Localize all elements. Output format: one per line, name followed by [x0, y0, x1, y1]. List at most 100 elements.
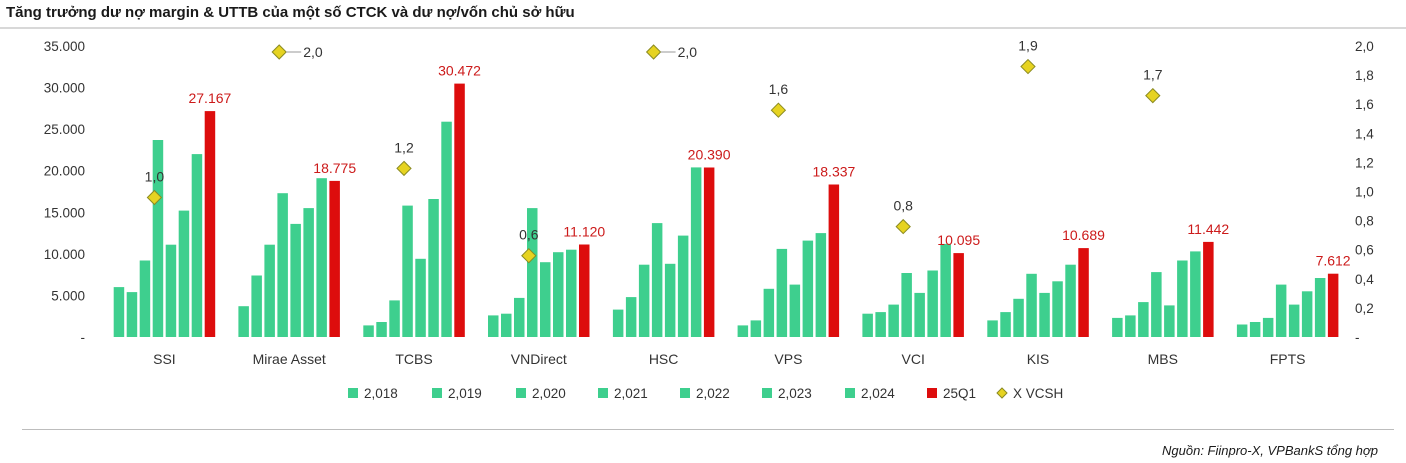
category-label: HSC [649, 351, 679, 367]
bar-2022 [664, 263, 676, 337]
q1-value-label: 18.775 [313, 160, 356, 176]
q1-value-label: 27.167 [188, 90, 231, 106]
q1-value-label: 30.472 [438, 63, 481, 79]
y-right-tick-label: 2,0 [1355, 39, 1374, 54]
title-divider [0, 27, 1406, 29]
bar-2020 [1013, 298, 1024, 337]
bar-2021 [277, 193, 288, 337]
bar-2018 [987, 320, 998, 337]
category-label: TCBS [395, 351, 432, 367]
bar-2023 [428, 199, 439, 337]
bar-2018 [1112, 317, 1123, 337]
bar-2020 [763, 288, 775, 337]
bar-2021 [901, 273, 912, 337]
bar-2023 [802, 240, 814, 337]
y-left-tick-label: 20.000 [44, 164, 85, 179]
bar-2020 [514, 297, 525, 337]
chart-title: Tăng trưởng dư nợ margin & UTTB của một … [6, 4, 575, 21]
bar-2022 [290, 223, 301, 337]
bar-2018 [737, 325, 749, 337]
bar-2018 [612, 309, 624, 337]
bar-2018 [238, 306, 249, 337]
category-label: MBS [1148, 351, 1178, 367]
bar-2019 [251, 275, 262, 337]
y-right-tick-label: 1,8 [1355, 68, 1374, 83]
legend-swatch [348, 388, 358, 398]
bar-2024 [316, 178, 327, 337]
legend-swatch [432, 388, 442, 398]
category-label: SSI [153, 351, 176, 367]
bar-2022 [165, 244, 177, 337]
y-axis-left: - 5.000 10.000 15.000 20.000 25.000 30.000 35.0… [44, 39, 85, 345]
bar-2022 [914, 292, 925, 337]
bar-2019 [1125, 315, 1136, 337]
bar-2019 [376, 322, 387, 337]
ratio-value-label: 2,0 [678, 44, 698, 60]
y-right-tick-label: 1,4 [1355, 126, 1374, 141]
bar-2023 [553, 252, 564, 337]
ratio-value-label: 0,8 [893, 198, 913, 214]
ratio-value-label: 1,0 [145, 169, 165, 185]
legend-label: 2,020 [532, 386, 566, 401]
legend-swatch [680, 388, 690, 398]
bar-25q1 [329, 180, 340, 337]
y-right-tick-label: 0,4 [1355, 272, 1374, 287]
q1-value-label: 11.442 [1187, 221, 1229, 237]
ratio-value-label: 1,7 [1143, 67, 1163, 83]
y-axis-right: - 0,2 0,4 0,6 0,8 1,0 1,2 1,4 1,6 1,8 2,0 [1355, 39, 1374, 345]
bar-2021 [1026, 273, 1037, 337]
bar-2022 [415, 258, 426, 337]
bar-2022 [1164, 305, 1175, 337]
legend-ratio-swatch [996, 387, 1008, 399]
q1-value-label: 18.337 [812, 164, 855, 180]
bar-2022 [540, 262, 551, 337]
bar-2024 [940, 243, 951, 337]
q1-value-label: 20.390 [688, 147, 731, 163]
bar-25q1 [703, 167, 715, 337]
bar-2019 [126, 292, 138, 337]
ratio-value-label: 2,0 [303, 44, 323, 60]
source-note: Nguồn: Fiinpro-X, VPBankS tổng hợp [1162, 443, 1378, 458]
ratio-marker [770, 102, 787, 118]
legend-swatch [845, 388, 855, 398]
bar-2024 [441, 121, 452, 337]
legend-label: 2,022 [696, 386, 730, 401]
bar-25q1 [828, 184, 840, 337]
bar-2024 [1314, 278, 1326, 337]
ratio-marker [895, 218, 911, 235]
y-left-tick-label: 30.000 [44, 81, 85, 96]
bar-2019 [625, 297, 637, 337]
y-left-tick-label: 10.000 [44, 247, 85, 262]
legend-swatch [762, 388, 772, 398]
bar-2020 [264, 244, 275, 337]
y-left-tick-label: 25.000 [44, 122, 85, 137]
bar-2021 [152, 140, 164, 337]
q1-value-label: 11.120 [563, 224, 605, 240]
ratio-marker [146, 189, 163, 206]
bar-2023 [1052, 281, 1063, 337]
ratio-markers: 1,0 2,0 1,2 0,6 2,0 1,6 0,8 1,9 1,7 [145, 38, 1163, 264]
bar-2023 [1177, 260, 1188, 337]
bars-layer [113, 83, 1339, 337]
q1-value-label: 7.612 [1316, 253, 1351, 269]
bar-2022 [1288, 304, 1300, 337]
bar-2018 [862, 313, 873, 337]
bar-2018 [113, 287, 125, 337]
bar-2024 [815, 233, 827, 337]
bar-2021 [1275, 284, 1287, 337]
bar-2024 [690, 167, 702, 337]
y-left-tick-label: - [81, 330, 86, 345]
bar-2020 [389, 300, 400, 337]
legend-swatch [598, 388, 608, 398]
ratio-marker [645, 44, 662, 60]
category-label: KIS [1027, 351, 1050, 367]
ratio-marker [1020, 58, 1036, 75]
category-label: Mirae Asset [253, 351, 326, 367]
legend-swatch [927, 388, 937, 398]
bar-25q1 [953, 253, 964, 337]
bar-25q1 [1203, 241, 1214, 337]
legend-swatch [516, 388, 526, 398]
bar-25q1 [454, 83, 465, 337]
bar-2020 [139, 260, 151, 337]
